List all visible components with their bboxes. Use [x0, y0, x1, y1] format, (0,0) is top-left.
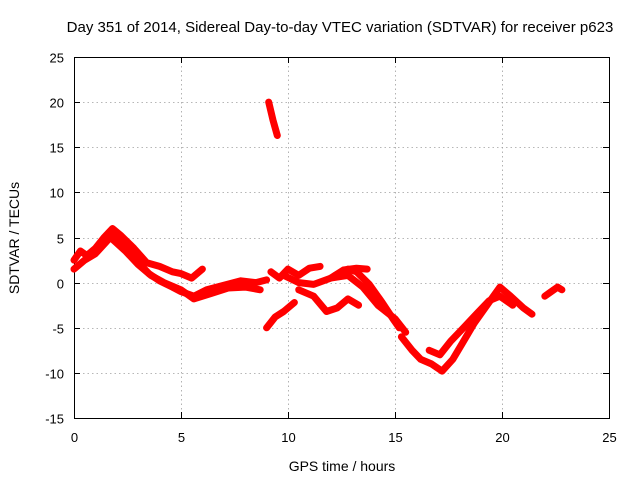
series-line-4 — [265, 98, 281, 139]
y-tick-label: -5 — [52, 322, 64, 337]
series-line-3 — [109, 235, 264, 303]
x-tick-label: 20 — [495, 430, 509, 445]
y-tick-label: 5 — [57, 232, 64, 247]
y-tick-label: 20 — [50, 96, 64, 111]
y-axis-label: SDTVAR / TECUs — [6, 182, 22, 294]
series-line-5 — [263, 299, 298, 332]
x-tick-label: 0 — [71, 430, 78, 445]
series-line-6 — [267, 262, 324, 282]
x-axis-label: GPS time / hours — [289, 458, 396, 474]
x-tick-label: 25 — [602, 430, 616, 445]
x-tick-label: 10 — [281, 430, 295, 445]
y-tick-label: 0 — [57, 277, 64, 292]
series-line-13 — [541, 283, 566, 300]
x-tick-labels: 0 5 10 15 20 25 — [71, 430, 617, 445]
y-tick-labels: -15 -10 -5 0 5 10 15 20 25 — [45, 51, 64, 427]
series-line-11 — [397, 283, 536, 375]
y-tick-label: -10 — [45, 367, 64, 382]
chart-title: Day 351 of 2014, Sidereal Day-to-day VTE… — [67, 19, 614, 36]
y-tick-label: -15 — [45, 412, 64, 427]
x-tick-label: 5 — [178, 430, 185, 445]
series-group — [70, 98, 566, 375]
x-tick-label: 15 — [388, 430, 402, 445]
series-line-12 — [425, 292, 517, 359]
series-line-10 — [327, 264, 371, 282]
series-line-8 — [295, 286, 363, 315]
plot-frame — [74, 57, 610, 419]
y-tick-label: 15 — [50, 141, 64, 156]
axis-ticks — [74, 57, 610, 419]
y-tick-label: 10 — [50, 186, 64, 201]
grid — [74, 57, 609, 418]
y-tick-label: 25 — [50, 51, 64, 66]
